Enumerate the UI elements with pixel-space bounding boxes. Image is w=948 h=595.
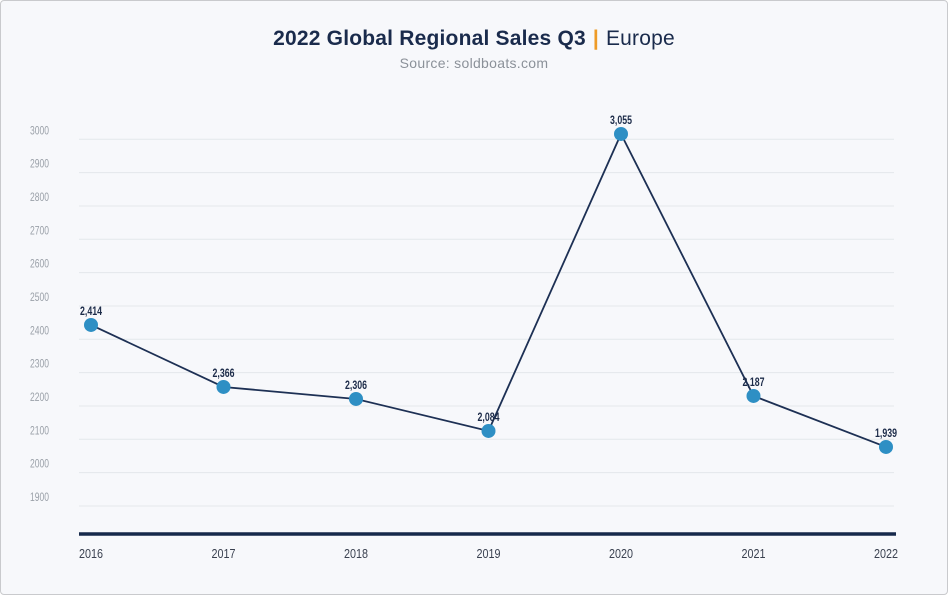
x-axis-tick-label: 2017 bbox=[212, 546, 236, 561]
data-point bbox=[84, 317, 98, 332]
x-axis-tick-label: 2018 bbox=[344, 546, 368, 561]
x-axis-tick-label: 2021 bbox=[742, 546, 766, 561]
y-axis-tick-label: 1900 bbox=[30, 490, 49, 504]
x-axis-tick-label: 2020 bbox=[609, 546, 633, 561]
data-point-label: 2,084 bbox=[478, 412, 500, 424]
y-axis-tick-label: 2300 bbox=[30, 357, 49, 371]
y-axis-tick-label: 2500 bbox=[30, 290, 49, 304]
data-point bbox=[614, 126, 628, 141]
y-axis-tick-label: 2400 bbox=[30, 323, 49, 337]
data-point-label: 3,055 bbox=[610, 115, 632, 127]
y-axis-tick-label: 2100 bbox=[30, 423, 49, 437]
data-point bbox=[746, 388, 761, 403]
data-point bbox=[216, 379, 231, 394]
y-axis-tick-label: 2900 bbox=[30, 157, 49, 171]
data-point bbox=[349, 391, 363, 406]
x-axis-tick-label: 2019 bbox=[477, 546, 501, 561]
x-axis-tick-label: 2016 bbox=[79, 546, 103, 561]
data-point bbox=[879, 439, 893, 454]
data-point-label: 1,939 bbox=[875, 428, 897, 440]
data-point-label: 2,306 bbox=[345, 380, 367, 392]
y-axis-tick-label: 2200 bbox=[30, 390, 49, 404]
y-axis-tick-label: 3000 bbox=[30, 123, 49, 137]
data-point-label: 2,187 bbox=[743, 377, 765, 389]
x-axis-tick-label: 2022 bbox=[874, 546, 898, 561]
data-point-label: 2,414 bbox=[80, 306, 102, 318]
y-axis-tick-label: 2800 bbox=[30, 190, 49, 204]
chart-title-main: 2022 Global Regional Sales Q3 bbox=[273, 27, 586, 50]
series-line bbox=[90, 131, 887, 448]
title-separator-bar: | bbox=[592, 27, 599, 50]
chart-title: 2022 Global Regional Sales Q3 | Europe bbox=[1, 27, 947, 51]
data-point-label: 2,366 bbox=[213, 368, 235, 380]
y-axis-tick-label: 2000 bbox=[30, 457, 49, 471]
data-point bbox=[481, 423, 496, 438]
chart-title-region: Europe bbox=[605, 27, 675, 50]
y-axis-tick-label: 2700 bbox=[30, 223, 49, 237]
y-axis-tick-label: 2600 bbox=[30, 257, 49, 271]
chart-source-subtitle: Source: soldboats.com bbox=[399, 55, 549, 71]
